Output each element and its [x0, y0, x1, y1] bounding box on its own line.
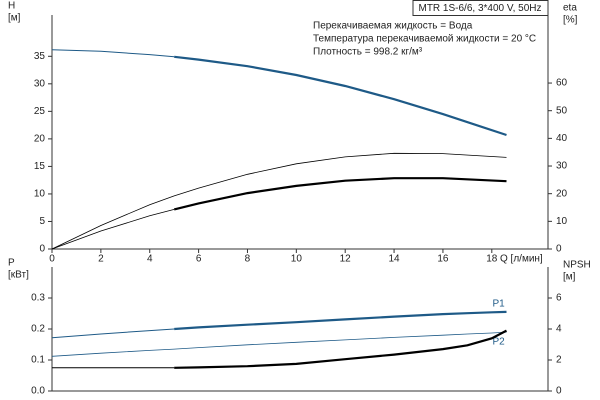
x-axis-label: Q [л/мин]	[500, 254, 543, 265]
y-tick-label: 0.1	[31, 355, 45, 366]
curve-label: P2	[492, 337, 505, 348]
y2-axis-label: eta	[563, 3, 577, 14]
x-tick-label: 14	[389, 254, 401, 265]
x-tick-label: 10	[291, 254, 303, 265]
annotation: Температура перекачиваемой жидкости = 20…	[313, 34, 536, 45]
curve	[174, 329, 508, 369]
y2-tick-label: 10	[556, 216, 568, 227]
y-tick-label: 30	[34, 78, 46, 89]
x-tick-label: 12	[340, 254, 352, 265]
y-tick-label: 20	[34, 134, 46, 145]
y2-tick-label: 0	[556, 386, 562, 397]
x-tick-label: 4	[147, 254, 153, 265]
curve	[174, 310, 507, 331]
y-axis-label: H	[8, 1, 15, 12]
y2-tick-label: 20	[556, 188, 568, 199]
y-axis-label: P	[8, 258, 15, 269]
y2-tick-label: 60	[556, 78, 568, 89]
x-tick-label: 2	[98, 254, 104, 265]
y2-tick-label: 6	[556, 293, 562, 304]
y-tick-label: 25	[34, 106, 46, 117]
curve	[51, 152, 507, 250]
x-tick-label: 0	[49, 254, 55, 265]
y2-tick-label: 40	[556, 133, 568, 144]
curve	[174, 55, 507, 137]
y2-axis-label: [м]	[563, 272, 576, 283]
y-tick-label: 0	[39, 244, 45, 255]
curve-label: P1	[492, 299, 505, 310]
annotation: Перекачиваемая жидкость = Вода	[313, 21, 473, 32]
curve	[173, 177, 507, 211]
curve	[51, 209, 175, 250]
x-tick-label: 18	[486, 254, 498, 265]
x-tick-label: 8	[245, 254, 251, 265]
y-axis-label: [кВт]	[8, 270, 29, 281]
curve	[51, 49, 175, 58]
y-tick-label: 0.0	[31, 386, 45, 397]
y-axis-label: [м]	[8, 13, 21, 24]
y-tick-label: 10	[34, 189, 46, 200]
curve	[51, 328, 175, 339]
y-tick-label: 5	[39, 216, 45, 227]
y2-tick-label: 4	[556, 324, 562, 335]
y2-tick-label: 2	[556, 355, 562, 366]
y-tick-label: 15	[34, 161, 46, 172]
y-tick-label: 0.3	[31, 293, 45, 304]
y2-axis-label: NPSH	[563, 260, 591, 271]
y-tick-label: 35	[34, 51, 46, 62]
title-box	[412, 0, 549, 16]
y2-tick-label: 50	[556, 105, 568, 116]
y2-axis-label: [%]	[563, 15, 578, 26]
x-tick-label: 16	[437, 254, 449, 265]
y2-tick-label: 30	[556, 161, 568, 172]
y2-tick-label: 0	[556, 244, 562, 255]
chart-title: MTR 1S-6/6, 3*400 V, 50Hz	[418, 3, 541, 14]
annotation: Плотность = 998.2 кг/м³	[313, 47, 423, 58]
y-tick-label: 0.2	[31, 324, 45, 335]
x-tick-label: 6	[196, 254, 202, 265]
curve	[51, 331, 507, 357]
